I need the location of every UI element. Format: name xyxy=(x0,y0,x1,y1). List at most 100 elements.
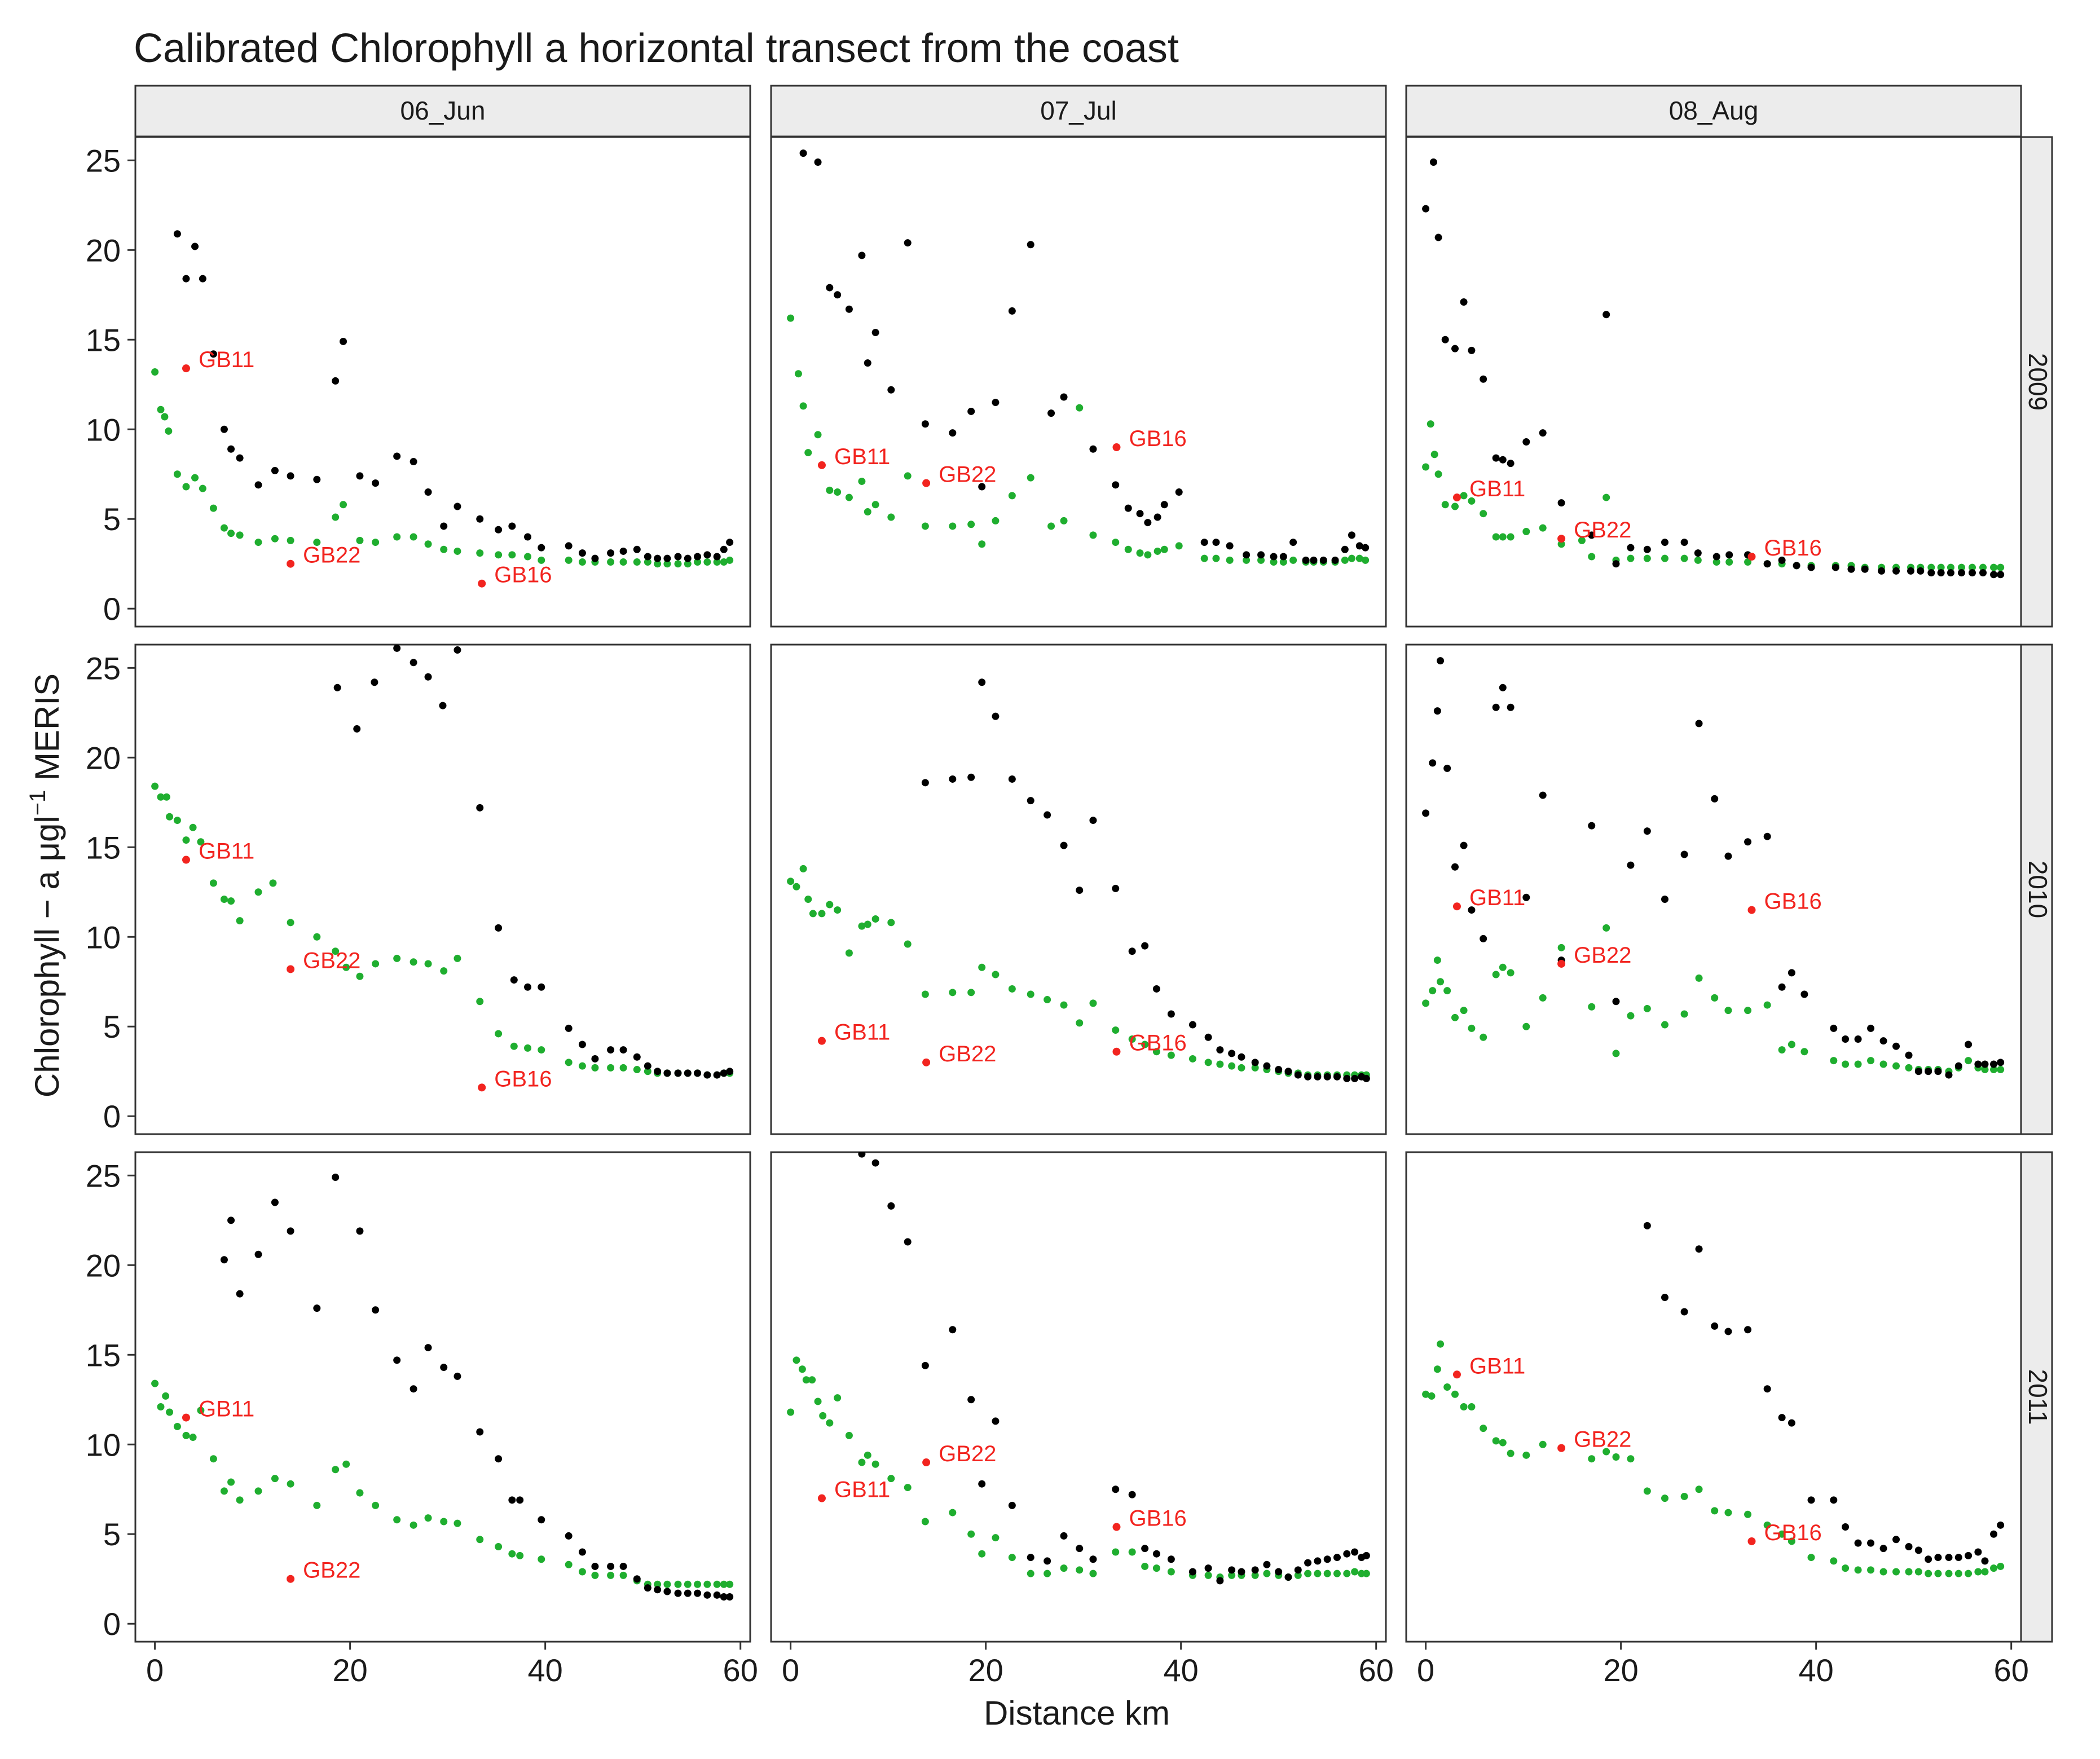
calibrated-point xyxy=(1892,1568,1900,1576)
meris-point xyxy=(654,1068,662,1075)
meris-point xyxy=(1362,1074,1370,1082)
meris-point xyxy=(1712,553,1720,561)
calibrated-point xyxy=(1997,1562,2005,1570)
station-point xyxy=(478,1083,486,1092)
calibrated-point xyxy=(1499,963,1507,971)
meris-point xyxy=(1152,985,1160,993)
meris-point xyxy=(393,452,401,460)
calibrated-point xyxy=(949,522,957,530)
calibrated-point xyxy=(1522,1451,1530,1459)
calibrated-point xyxy=(157,1403,165,1410)
calibrated-point xyxy=(1954,1570,1962,1577)
station-label: GB16 xyxy=(1764,1520,1821,1545)
panel-08_Aug-2010: GB11 GB22 GB16 xyxy=(1405,643,2022,1135)
station-point xyxy=(1747,906,1756,914)
meris-point xyxy=(978,678,986,686)
calibrated-point xyxy=(1602,493,1610,501)
calibrated-point xyxy=(814,1397,822,1405)
calibrated-point xyxy=(356,1489,364,1497)
meris-point xyxy=(684,554,692,562)
calibrated-point xyxy=(236,917,244,925)
station-label: GB22 xyxy=(1574,518,1631,543)
meris-point xyxy=(1522,893,1530,901)
calibrated-point xyxy=(904,940,912,948)
calibrated-point xyxy=(1981,1066,1989,1074)
calibrated-point xyxy=(182,836,190,844)
meris-point xyxy=(1422,205,1430,213)
calibrated-point xyxy=(1044,996,1051,1004)
meris-point xyxy=(949,429,957,437)
meris-point xyxy=(1027,241,1034,249)
calibrated-point xyxy=(871,501,879,509)
station-label: GB16 xyxy=(494,563,552,588)
y-tick-label: 10 xyxy=(86,412,121,447)
station-label: GB16 xyxy=(1764,889,1821,914)
panel-points: GB11 GB22 GB16 xyxy=(787,678,1370,1082)
meris-point xyxy=(1460,841,1468,849)
meris-point xyxy=(1627,861,1635,869)
meris-point xyxy=(694,553,702,561)
station-point xyxy=(817,1494,826,1502)
calibrated-point xyxy=(173,817,181,825)
station-label: GB11 xyxy=(199,839,254,864)
calibrated-point xyxy=(607,558,615,566)
calibrated-point xyxy=(1323,1570,1331,1577)
station-point xyxy=(817,461,826,469)
calibrated-point xyxy=(151,368,159,376)
calibrated-point xyxy=(591,1064,599,1072)
meris-point xyxy=(713,1071,721,1079)
meris-point xyxy=(313,1304,321,1312)
calibrated-point xyxy=(1724,1509,1732,1516)
calibrated-point xyxy=(1428,1392,1436,1400)
calibrated-point xyxy=(1427,420,1434,428)
calibrated-point xyxy=(1744,1007,1752,1015)
meris-point xyxy=(1076,887,1084,894)
calibrated-point xyxy=(1175,542,1183,550)
calibrated-point xyxy=(1112,539,1120,546)
calibrated-point xyxy=(978,1550,986,1558)
meris-point xyxy=(1047,409,1055,417)
calibrated-point xyxy=(1695,974,1703,982)
meris-point xyxy=(1990,1530,1998,1538)
column-strip xyxy=(1405,85,2022,138)
calibrated-point xyxy=(182,483,190,491)
meris-point xyxy=(726,539,734,546)
meris-point xyxy=(1226,542,1234,550)
meris-point xyxy=(227,445,235,453)
meris-point xyxy=(353,725,361,733)
calibrated-point xyxy=(1437,978,1445,986)
calibrated-point xyxy=(1351,1568,1359,1576)
station-point xyxy=(1112,443,1121,452)
calibrated-point xyxy=(703,1580,711,1588)
calibrated-point xyxy=(713,558,721,566)
calibrated-point xyxy=(1251,1064,1259,1072)
meris-point xyxy=(410,1385,417,1393)
meris-point xyxy=(1284,1068,1292,1075)
y-tick-label: 25 xyxy=(86,1158,121,1193)
calibrated-point xyxy=(342,963,350,971)
calibrated-point xyxy=(818,910,826,918)
calibrated-point xyxy=(157,405,165,413)
calibrated-point xyxy=(1925,1570,1932,1577)
calibrated-point xyxy=(633,558,641,566)
meris-point xyxy=(191,243,199,250)
calibrated-point xyxy=(161,413,169,421)
station-point xyxy=(1747,553,1756,561)
meris-point xyxy=(1289,539,1297,546)
calibrated-point xyxy=(1965,1570,1973,1577)
station-point xyxy=(1557,535,1566,543)
y-tick-label: 0 xyxy=(103,591,121,627)
calibrated-point xyxy=(1830,1057,1838,1065)
panel-frame xyxy=(134,136,751,628)
calibrated-point xyxy=(834,906,842,914)
calibrated-point xyxy=(287,1480,294,1488)
calibrated-point xyxy=(619,558,627,566)
calibrated-point xyxy=(1089,999,1097,1007)
meris-point xyxy=(1981,1557,1989,1565)
meris-point xyxy=(1044,1557,1051,1565)
meris-point xyxy=(1044,811,1051,819)
calibrated-point xyxy=(1661,1495,1668,1502)
calibrated-point xyxy=(1443,987,1451,995)
calibrated-point xyxy=(684,1580,692,1588)
calibrated-point xyxy=(1557,944,1565,951)
